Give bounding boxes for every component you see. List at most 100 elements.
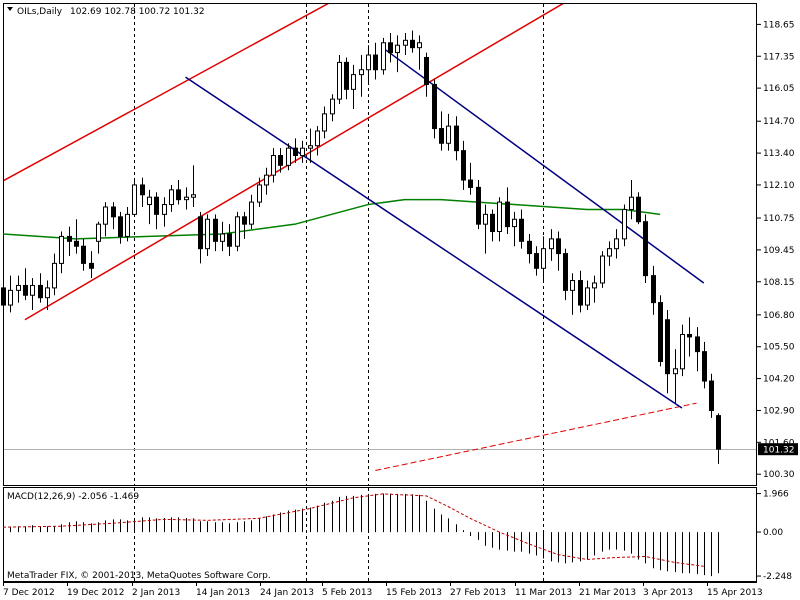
bear-candle[interactable] bbox=[293, 138, 298, 163]
bear-candle[interactable] bbox=[176, 180, 181, 205]
bull-candle[interactable] bbox=[622, 204, 627, 247]
bull-candle[interactable] bbox=[271, 148, 276, 183]
bull-candle[interactable] bbox=[497, 197, 502, 242]
bull-candle[interactable] bbox=[607, 241, 612, 266]
bull-candle[interactable] bbox=[30, 278, 35, 310]
bear-candle[interactable] bbox=[534, 246, 539, 276]
bear-candle[interactable] bbox=[154, 192, 159, 230]
bear-candle[interactable] bbox=[468, 162, 473, 195]
bull-candle[interactable] bbox=[220, 221, 225, 252]
bull-candle[interactable] bbox=[381, 37, 386, 75]
bear-candle[interactable] bbox=[695, 327, 700, 372]
bull-candle[interactable] bbox=[184, 187, 189, 210]
bull-candle[interactable] bbox=[629, 180, 634, 220]
bear-candle[interactable] bbox=[111, 202, 116, 230]
bear-candle[interactable] bbox=[563, 248, 568, 301]
bear-candle[interactable] bbox=[1, 270, 6, 315]
bear-candle[interactable] bbox=[213, 214, 218, 252]
bear-candle[interactable] bbox=[89, 251, 94, 279]
bull-candle[interactable] bbox=[483, 204, 488, 254]
bear-candle[interactable] bbox=[118, 211, 123, 244]
bull-candle[interactable] bbox=[147, 189, 152, 225]
bear-candle[interactable] bbox=[344, 57, 349, 100]
bull-candle[interactable] bbox=[205, 214, 210, 257]
bear-candle[interactable] bbox=[424, 52, 429, 97]
bear-candle[interactable] bbox=[709, 373, 714, 418]
bull-candle[interactable] bbox=[59, 231, 64, 274]
bear-candle[interactable] bbox=[716, 413, 721, 464]
bear-candle[interactable] bbox=[242, 211, 247, 239]
bear-candle[interactable] bbox=[373, 42, 378, 80]
bear-candle[interactable] bbox=[527, 233, 532, 264]
bear-candle[interactable] bbox=[410, 30, 415, 53]
bull-candle[interactable] bbox=[673, 349, 678, 404]
bear-candle[interactable] bbox=[490, 209, 495, 242]
bear-candle[interactable] bbox=[636, 192, 641, 225]
bear-candle[interactable] bbox=[23, 268, 28, 301]
bull-candle[interactable] bbox=[286, 143, 291, 171]
bull-candle[interactable] bbox=[103, 202, 108, 237]
red-trend-line[interactable] bbox=[375, 402, 697, 472]
bear-candle[interactable] bbox=[454, 116, 459, 161]
bull-candle[interactable] bbox=[330, 94, 335, 122]
bull-candle[interactable] bbox=[549, 229, 554, 261]
bear-candle[interactable] bbox=[665, 309, 670, 394]
bull-candle[interactable] bbox=[600, 251, 605, 288]
bull-candle[interactable] bbox=[570, 273, 575, 315]
bear-candle[interactable] bbox=[278, 148, 283, 173]
bull-candle[interactable] bbox=[308, 128, 313, 163]
bear-candle[interactable] bbox=[67, 226, 72, 257]
bear-candle[interactable] bbox=[651, 265, 656, 315]
date-axis[interactable]: 7 Dec 2012 19 Dec 2012 2 Jan 2013 14 Jan 20… bbox=[3, 582, 763, 598]
bull-candle[interactable] bbox=[162, 197, 167, 227]
bull-candle[interactable] bbox=[512, 211, 517, 247]
bull-candle[interactable] bbox=[191, 165, 196, 208]
bull-candle[interactable] bbox=[52, 253, 57, 296]
bull-candle[interactable] bbox=[322, 106, 327, 139]
bull-candle[interactable] bbox=[403, 32, 408, 56]
bull-candle[interactable] bbox=[315, 126, 320, 156]
bear-candle[interactable] bbox=[702, 341, 707, 389]
bull-candle[interactable] bbox=[16, 275, 21, 303]
bull-candle[interactable] bbox=[300, 140, 305, 163]
bear-candle[interactable] bbox=[687, 317, 692, 357]
bear-candle[interactable] bbox=[505, 187, 510, 234]
bear-candle[interactable] bbox=[74, 219, 79, 254]
bull-candle[interactable] bbox=[417, 35, 422, 70]
bull-candle[interactable] bbox=[264, 167, 269, 195]
red-trend-line[interactable] bbox=[0, 0, 346, 185]
bear-candle[interactable] bbox=[140, 177, 145, 208]
blue-trend-line[interactable] bbox=[185, 76, 683, 409]
bull-candle[interactable] bbox=[592, 275, 597, 303]
bull-candle[interactable] bbox=[614, 229, 619, 259]
bull-candle[interactable] bbox=[351, 64, 356, 109]
bull-candle[interactable] bbox=[337, 55, 342, 105]
bull-candle[interactable] bbox=[45, 280, 50, 310]
candlesticks[interactable] bbox=[1, 30, 721, 464]
bull-candle[interactable] bbox=[446, 113, 451, 151]
bear-candle[interactable] bbox=[643, 214, 648, 283]
bear-candle[interactable] bbox=[81, 238, 86, 271]
bear-candle[interactable] bbox=[519, 209, 524, 249]
bear-candle[interactable] bbox=[198, 211, 203, 264]
bear-candle[interactable] bbox=[658, 295, 663, 367]
bull-candle[interactable] bbox=[235, 211, 240, 252]
bull-candle[interactable] bbox=[366, 45, 371, 82]
bull-candle[interactable] bbox=[96, 221, 101, 254]
bull-candle[interactable] bbox=[585, 280, 590, 310]
bear-candle[interactable] bbox=[388, 32, 393, 63]
bear-candle[interactable] bbox=[227, 224, 232, 257]
bull-candle[interactable] bbox=[680, 324, 685, 377]
bull-candle[interactable] bbox=[257, 177, 262, 208]
bear-candle[interactable] bbox=[476, 180, 481, 230]
bull-candle[interactable] bbox=[249, 194, 254, 230]
bear-candle[interactable] bbox=[556, 231, 561, 271]
bull-candle[interactable] bbox=[541, 236, 546, 281]
symbol-dropdown-icon[interactable] bbox=[7, 7, 13, 11]
bear-candle[interactable] bbox=[461, 140, 466, 190]
bear-candle[interactable] bbox=[578, 270, 583, 313]
bull-candle[interactable] bbox=[395, 35, 400, 73]
bull-candle[interactable] bbox=[132, 180, 137, 217]
bull-candle[interactable] bbox=[125, 207, 130, 242]
